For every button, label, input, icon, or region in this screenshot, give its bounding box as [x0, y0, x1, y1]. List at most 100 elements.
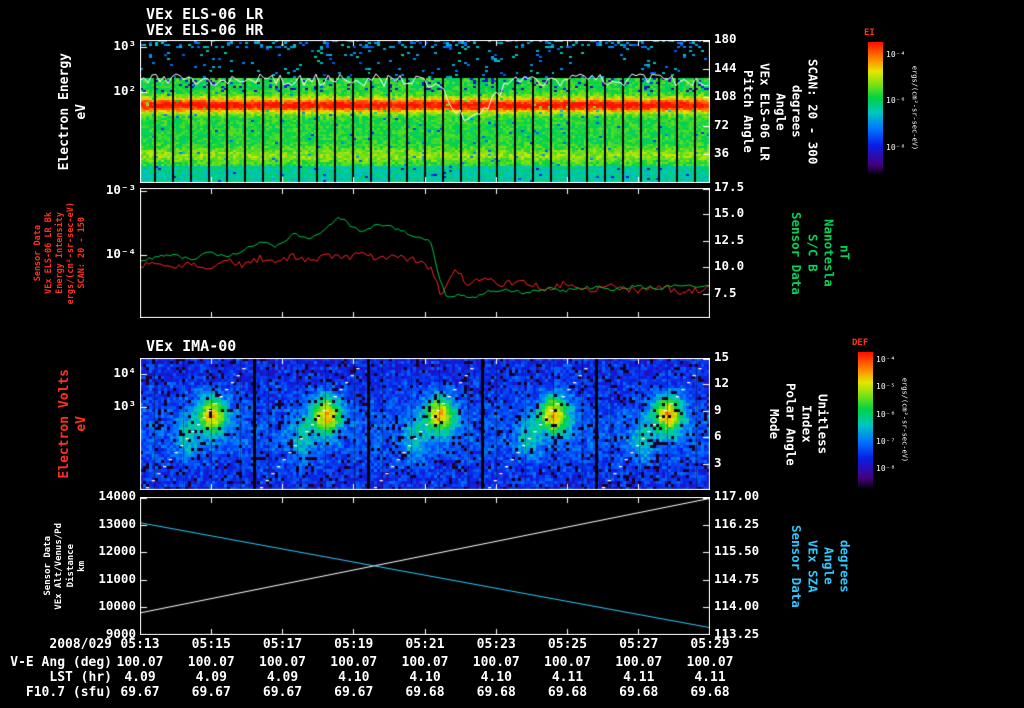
axis-title-line: Nanotesla [821, 219, 837, 287]
time-tick-label: 05:13 [120, 637, 160, 652]
footer-value: 69.67 [334, 685, 374, 700]
footer-value: 69.67 [120, 685, 160, 700]
left-axis-tick-label: 9000 [105, 626, 136, 641]
right-axis-tick-label: 12 [714, 375, 730, 391]
time-tick-label: 05:27 [619, 637, 659, 652]
right-axis-tick-label: 115.50 [714, 543, 760, 559]
footer-value: 4.11 [694, 670, 726, 685]
axis-title-line: Energy Intensity [54, 212, 65, 294]
axis-title-line: Unitless [815, 393, 831, 455]
right-axis-tick-label: 15.0 [714, 205, 745, 221]
panel-right-axis-title: Sensor Data VEx SZA Angle degrees [789, 497, 853, 635]
ei-colorbar [868, 42, 883, 174]
footer-value: 69.67 [262, 685, 303, 700]
right-axis-tick-label: 12.5 [714, 231, 745, 247]
footer-value: 69.68 [619, 685, 659, 700]
right-axis-tick-label: 113.25 [714, 626, 760, 641]
time-tick-label: 05:17 [262, 637, 303, 652]
time-tick-label: 05:29 [690, 637, 730, 652]
left-axis-tick-label: 10⁻³ [105, 181, 136, 197]
axis-title-line: eV [73, 416, 89, 432]
footer-row-label: LST (hr) [49, 670, 112, 685]
right-axis-tick-label: 114.75 [714, 570, 760, 586]
colorbar-tick-label: 10⁻⁶ [886, 96, 906, 106]
axis-title-line: S/C B [805, 234, 821, 272]
footer-value: 69.68 [405, 685, 445, 700]
axis-title-line: VEx ELS-06 LR [757, 62, 773, 161]
axis-title-line: Electron Energy [57, 52, 72, 171]
right-axis-tick-label: 10.0 [714, 258, 745, 274]
footer-value: 4.09 [266, 670, 299, 685]
altitude-sza-panel[interactable] [140, 497, 710, 635]
axis-title-line: Pitch Angle [741, 70, 757, 153]
ima-spectrogram-panel[interactable] [140, 358, 710, 490]
right-axis-tick-label: 108 [714, 88, 737, 104]
colorbar-tick-label: 10⁻⁴ [886, 50, 906, 60]
panel-right-axis-title: Sensor Data S/C B Nanotesla nT [789, 188, 853, 318]
footer-value: 100.07 [330, 655, 378, 670]
axis-title-line: Angle [773, 92, 789, 131]
axis-title-line: VEx ELS-06 LR Bk [43, 212, 54, 294]
axis-title-line: ergs/(cm²-sr-sec-eV) [65, 201, 76, 305]
footer-value: 69.68 [690, 685, 730, 700]
right-axis-tick-label: 116.25 [714, 515, 760, 531]
axis-title-line: degrees [837, 539, 853, 593]
footer-value: 100.07 [187, 655, 235, 670]
footer-value: 69.68 [476, 685, 516, 700]
colorbar-tick-label: 10⁻⁵ [876, 382, 896, 392]
axis-title-line: Mode [767, 408, 783, 440]
left-axis-tick-label: 10⁴ [113, 364, 136, 380]
ei-colorbar-title: EI [864, 28, 875, 38]
def-colorbar-title: DEF [852, 338, 869, 348]
left-axis-tick-label: 10000 [98, 598, 136, 614]
right-axis-tick-label: 117.00 [714, 488, 760, 503]
footer-value: 100.07 [116, 655, 164, 670]
footer-value: 69.68 [547, 685, 588, 700]
panel-right-axis-title: Pitch Angle VEx ELS-06 LR Angle degrees SCAN… [741, 40, 821, 183]
left-axis-tick-label: 10⁻⁴ [105, 245, 136, 261]
footer-row-label: F10.7 (sfu) [25, 685, 112, 700]
footer-value: 100.07 [615, 655, 663, 670]
axis-title-line: degrees [789, 85, 805, 138]
right-axis-tick-label: 7.5 [714, 284, 737, 300]
axis-title-line: Index [799, 405, 815, 443]
footer-value: 4.11 [551, 670, 584, 685]
right-axis-tick-label: 17.5 [714, 179, 745, 194]
right-axis-tick-label: 180 [714, 31, 737, 46]
footer-value: 4.10 [480, 670, 512, 685]
footer-value: 100.07 [472, 655, 520, 670]
panel-left-axis-title: Electron Energy eV [57, 40, 89, 183]
axis-title-line: km [77, 560, 88, 572]
colorbar-tick-label: 10⁻⁸ [886, 142, 906, 152]
colorbar-tick-label: 10⁻⁸ [876, 463, 896, 473]
left-axis-tick-label: 11000 [98, 570, 136, 586]
els-spectrogram-panel[interactable] [140, 40, 710, 183]
footer-value: 69.67 [191, 685, 231, 700]
left-axis-tick-label: 10³ [113, 397, 136, 413]
axis-title-line: Polar Angle [783, 382, 799, 466]
date-label: 2008/029 [49, 637, 112, 652]
axis-title-line: Sensor Data [43, 536, 53, 596]
time-tick-label: 05:23 [476, 637, 516, 652]
left-axis-tick-label: 10³ [113, 38, 136, 54]
footer-row-label: V-E Ang (deg) [10, 655, 112, 670]
right-axis-tick-label: 144 [714, 59, 737, 75]
right-axis-tick-label: 9 [714, 401, 722, 417]
axis-title-line: Distance [65, 544, 76, 588]
bfield-intensity-panel[interactable] [140, 188, 710, 318]
axis-title-line: VEx Alt/Venus/Pd [54, 522, 65, 610]
axis-title-line: Electron Volts [57, 369, 72, 479]
colorbar-tick-label: 10⁻⁷ [876, 436, 896, 446]
colorbar-unit-label: ergs/(cm²-sr-sec-eV) [900, 377, 909, 463]
footer-value: 100.07 [686, 655, 734, 670]
axis-title-line: nT [837, 245, 853, 261]
left-axis-tick-label: 14000 [98, 488, 136, 503]
right-axis-tick-label: 3 [714, 454, 722, 470]
axis-title-line: Sensor Data [789, 211, 805, 295]
axis-title-line: Angle [821, 547, 837, 585]
footer-value: 4.10 [409, 670, 441, 685]
time-tick-label: 05:25 [547, 637, 588, 652]
left-axis-tick-label: 12000 [98, 543, 136, 559]
def-colorbar [858, 352, 873, 488]
